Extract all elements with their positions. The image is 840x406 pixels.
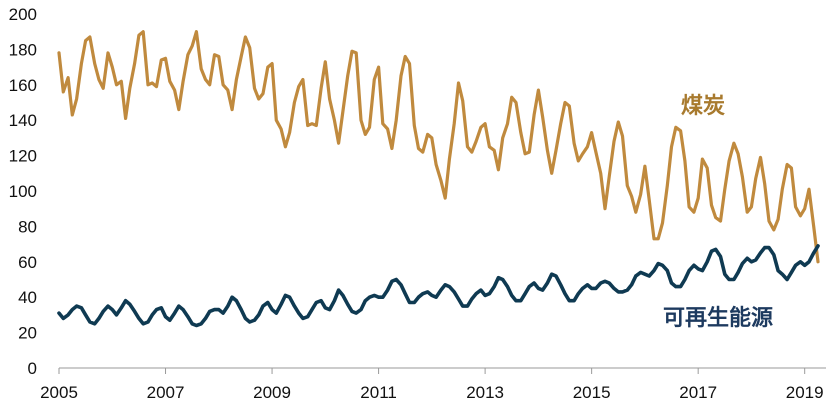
x-tick-label: 2013	[466, 383, 504, 402]
x-tick-label: 2015	[573, 383, 611, 402]
y-tick-label: 140	[9, 111, 37, 130]
y-axis: 0 20 40 60 80 100 120 140 160 180 200	[9, 5, 37, 378]
y-tick-label: 180	[9, 40, 37, 59]
y-tick-label: 200	[9, 5, 37, 24]
y-tick-label: 40	[18, 288, 37, 307]
y-tick-label: 20	[18, 324, 37, 343]
renewables-series-label: 可再生能源	[663, 305, 773, 331]
x-tick-label: 2017	[679, 383, 717, 402]
y-tick-label: 160	[9, 76, 37, 95]
x-tick-label: 2019	[786, 383, 824, 402]
x-tick-label: 2009	[253, 383, 291, 402]
coal-series-label: 煤炭	[681, 93, 725, 119]
x-tick-label: 2011	[360, 383, 397, 402]
y-tick-label: 0	[28, 359, 37, 378]
y-tick-label: 120	[9, 147, 37, 166]
coal-series-line	[57, 30, 820, 264]
x-axis: 2005 2007 2009 2011 2013 2015 2017 2019	[40, 367, 826, 402]
x-tick-label: 2005	[40, 383, 78, 402]
renewables-series-line	[57, 244, 820, 328]
series-layer	[57, 30, 820, 328]
y-tick-label: 80	[18, 217, 37, 236]
coal-series-points	[59, 32, 818, 262]
x-tick-label: 2007	[147, 383, 185, 402]
y-tick-label: 60	[18, 253, 37, 272]
y-tick-label: 100	[9, 182, 37, 201]
